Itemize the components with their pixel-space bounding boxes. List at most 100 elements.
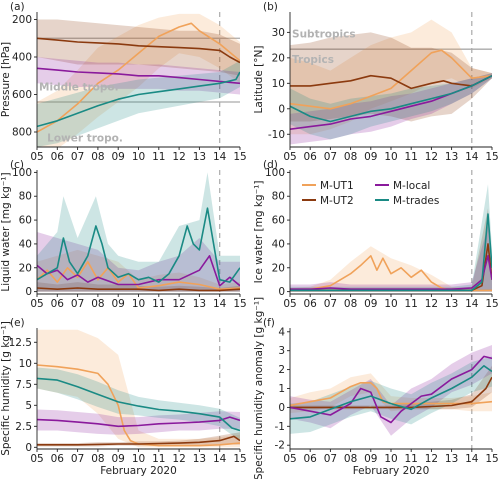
y-tick-label: 0 [278, 402, 285, 414]
legend-label: M-trades [393, 195, 439, 207]
y-tick-label: 4 [278, 326, 285, 338]
y-axis-label: Specific humidity anomaly [g kg⁻¹] [253, 297, 265, 479]
series-line-M-trades [290, 74, 492, 123]
panel-a: Middle tropo. Lower tropo. 200 400 600 800 05 0… [0, 1, 247, 163]
x-tick-label: 09 [112, 453, 125, 465]
band-M-local [37, 409, 240, 435]
x-tick-label: 09 [112, 298, 125, 310]
series-line-M-trades [290, 213, 492, 292]
series-line-M-UT2 [290, 74, 492, 90]
y-tick-label: 12.5 [9, 337, 32, 349]
series-line-M-local [37, 416, 240, 428]
x-tick-label: 11 [405, 151, 418, 163]
x-tick-label: 05 [30, 453, 43, 465]
y-tick-label: 80 [19, 191, 32, 203]
x-tick-label: 14 [465, 151, 479, 163]
y-tick-label: 40 [272, 238, 285, 250]
x-tick-label: 11 [152, 151, 165, 163]
x-tick-label: 14 [465, 298, 479, 310]
x-tick-label: 07 [324, 453, 337, 465]
x-tick-label: 07 [324, 151, 337, 163]
x-tick-label: 15 [233, 298, 246, 310]
y-tick-label: 0 [25, 442, 32, 454]
y-tick-label: 40 [19, 238, 32, 250]
legend-label: M-local [393, 180, 430, 192]
x-tick-label: 06 [51, 298, 65, 310]
y-tick-label: 3 [278, 345, 285, 357]
y-tick-label: 60 [19, 215, 32, 227]
x-tick-label: 05 [283, 453, 296, 465]
y-tick-label: 20 [19, 262, 32, 274]
panel-letter: (d) [263, 159, 278, 171]
plot-area [37, 13, 240, 147]
x-tick-label: 13 [445, 151, 458, 163]
x-tick-label: 08 [91, 151, 104, 163]
x-tick-label: 14 [213, 151, 227, 163]
x-tick-label: 05 [30, 151, 43, 163]
region-label: Subtropics [292, 28, 356, 40]
band-M-UT2 [37, 19, 240, 76]
x-tick-label: 08 [91, 298, 104, 310]
region-label: Lower tropo. [47, 132, 123, 144]
x-tick-label: 07 [71, 151, 84, 163]
x-tick-label: 11 [152, 298, 165, 310]
y-tick-label: 0 [25, 286, 32, 298]
x-tick-label: 06 [304, 298, 318, 310]
y-tick-label: 20 [272, 52, 285, 64]
y-tick-label: -2 [275, 440, 285, 452]
x-tick-label: 13 [445, 298, 458, 310]
x-tick-label: 11 [405, 298, 418, 310]
y-tick-label: 0 [278, 103, 285, 115]
x-tick-label: 09 [364, 453, 377, 465]
x-tick-label: 14 [213, 453, 227, 465]
series-line-M-UT2 [37, 435, 240, 446]
band-M-local [37, 232, 240, 292]
x-tick-label: 05 [283, 151, 296, 163]
band-M-local [290, 345, 492, 436]
y-tick-label: 30 [272, 27, 285, 39]
series-line-M-trades [37, 377, 240, 432]
x-tick-label: 06 [51, 453, 65, 465]
legend-label: M-UT2 [320, 195, 354, 207]
x-tick-label: 13 [193, 151, 206, 163]
panel-e: 0 2.5 5 7.5 10 12.5 05 06 07 08 09 10 11 12 13 14 15 (e)S… [0, 317, 247, 477]
panel-letter: (f) [263, 317, 275, 329]
y-tick-label: 100 [12, 167, 32, 179]
x-tick-label: 08 [344, 151, 357, 163]
x-tick-label: 12 [425, 298, 438, 310]
y-tick-label: -1 [275, 421, 285, 433]
panel-letter: (e) [10, 317, 25, 329]
x-tick-label: 15 [485, 298, 498, 310]
legend: M-UT1 M-local M-UT2 M-trades [302, 180, 439, 207]
band-M-UT1 [37, 13, 240, 147]
band-M-local [290, 226, 492, 292]
region-label: Tropics [292, 54, 334, 66]
x-tick-label: 06 [304, 453, 318, 465]
series-line-M-local [37, 67, 240, 85]
x-tick-label: 12 [425, 151, 438, 163]
x-tick-label: 05 [30, 298, 43, 310]
y-tick-label: 0 [278, 286, 285, 298]
series-line-M-trades [290, 364, 492, 420]
y-tick-label: 2.5 [15, 421, 32, 433]
x-tick-label: 13 [193, 298, 206, 310]
plot-area [290, 19, 492, 145]
y-tick-label: 800 [12, 127, 32, 139]
y-axis-label: Specific humidity [g kg⁻¹] [0, 321, 12, 456]
x-tick-label: 13 [445, 453, 458, 465]
band-M-trades [37, 172, 240, 292]
x-tick-label: 11 [405, 453, 418, 465]
legend-label: M-UT1 [320, 180, 354, 192]
y-tick-label: 1 [278, 383, 285, 395]
x-tick-label: 12 [172, 453, 185, 465]
y-tick-label: 80 [272, 191, 285, 203]
y-axis-label: Latitude [°N] [253, 46, 265, 114]
x-tick-label: 10 [132, 453, 145, 465]
band-M-trades [290, 356, 492, 434]
y-tick-label: 200 [12, 14, 32, 26]
x-tick-label: 07 [324, 298, 337, 310]
x-tick-label: 08 [344, 298, 357, 310]
x-tick-label: 14 [213, 298, 227, 310]
